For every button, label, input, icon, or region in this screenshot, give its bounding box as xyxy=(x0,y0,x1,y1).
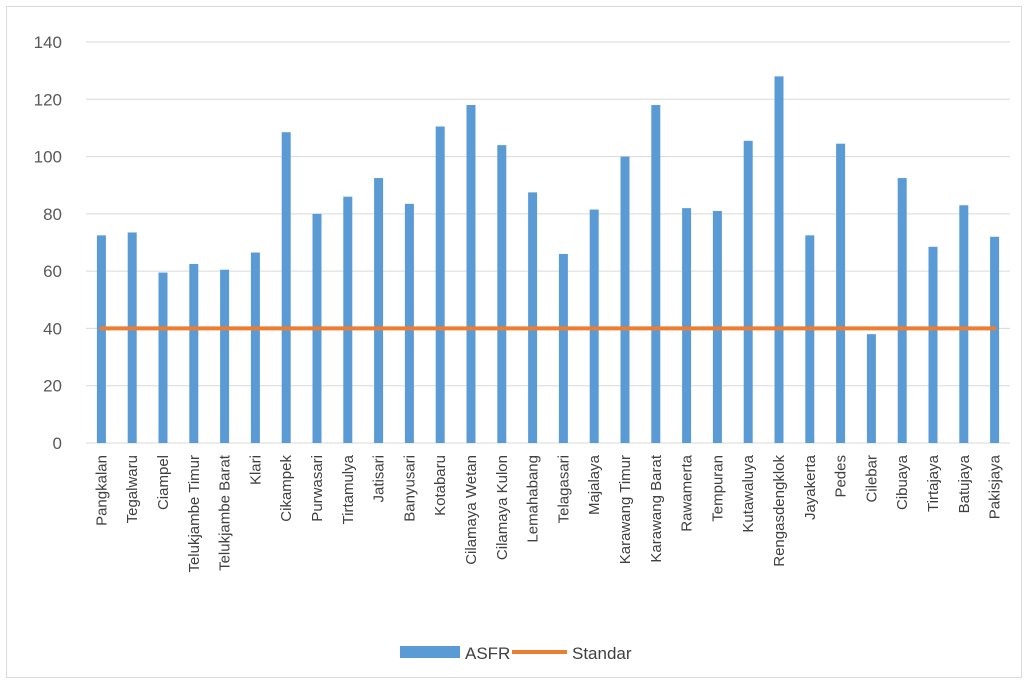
y-tick-label: 0 xyxy=(53,434,62,453)
y-tick-label: 100 xyxy=(34,148,62,167)
legend-asfr-swatch xyxy=(400,646,460,658)
y-tick-label: 140 xyxy=(34,33,62,52)
x-category-label: Rawamerta xyxy=(679,454,696,531)
bar-tirtajaya xyxy=(928,246,938,443)
x-category-label: Karawang Barat xyxy=(648,454,665,562)
bar-majalaya xyxy=(589,209,599,443)
x-category-label: Tegalwaru xyxy=(124,455,141,523)
x-category-label: Tirtajaya xyxy=(925,454,942,512)
bar-rengasdengklok xyxy=(774,76,784,443)
y-tick-label: 80 xyxy=(43,205,62,224)
x-category-label: Cibuaya xyxy=(894,454,911,510)
gridlines xyxy=(86,41,1010,444)
x-category-label: Rengasdengklok xyxy=(771,455,788,567)
x-category-label: Ciampel xyxy=(155,455,172,510)
bar-batujaya xyxy=(959,205,969,443)
x-category-label: Kotabaru xyxy=(432,455,449,516)
bar-lemahabang xyxy=(528,192,538,443)
x-category-label: Telagasari xyxy=(555,455,572,523)
bar-ciampel xyxy=(158,272,168,443)
x-category-label: Tirtamulya xyxy=(340,454,357,524)
bar-cilamaya-wetan xyxy=(466,105,476,443)
bar-pakisjaya xyxy=(990,236,1000,443)
x-category-label: Klari xyxy=(247,455,264,485)
bar-pedes xyxy=(836,143,846,444)
x-axis-categories: Pangkalan Tegalwaru Ciampel Telukjambe Timu… xyxy=(93,454,1003,572)
x-category-label: Kutawaluya xyxy=(740,454,757,532)
bar-pangkalan xyxy=(96,235,106,443)
bar-telagasari xyxy=(558,253,568,443)
x-category-label: Cilamaya Wetan xyxy=(463,455,480,565)
bar-cilebar xyxy=(866,334,876,443)
x-category-label: Cikampek xyxy=(278,455,295,522)
y-tick-label: 20 xyxy=(43,377,62,396)
x-category-label: Telukjambe Timur xyxy=(186,455,203,573)
bar-rawamerta xyxy=(682,208,692,443)
x-category-label: Majalaya xyxy=(586,454,603,515)
y-axis-ticks: 0 20 40 60 80 100 120 140 xyxy=(34,33,62,453)
x-category-label: Pangkalan xyxy=(93,455,110,526)
x-category-label: Pedes xyxy=(833,455,850,498)
x-category-label: Banyusari xyxy=(401,455,418,522)
bar-tirtamulya xyxy=(343,196,353,443)
x-category-label: Pakisjaya xyxy=(987,454,1004,519)
y-tick-label: 120 xyxy=(34,90,62,109)
asfr-bars xyxy=(96,76,1000,444)
bar-telukjambe-timur xyxy=(189,263,199,443)
x-category-label: Purwasari xyxy=(309,455,326,522)
chart-frame xyxy=(6,6,1022,678)
bar-cilamaya-kulon xyxy=(497,145,507,443)
bar-jatisari xyxy=(374,178,384,443)
y-tick-label: 40 xyxy=(43,319,62,338)
bar-kotabaru xyxy=(435,126,445,443)
x-category-label: Tempuran xyxy=(709,455,726,522)
bar-cibuaya xyxy=(897,178,907,443)
bar-banyusari xyxy=(404,203,414,443)
x-category-label: Cilamaya Kulon xyxy=(494,455,511,560)
x-category-label: Karawang Timur xyxy=(617,455,634,564)
x-category-label: Jayakerta xyxy=(802,454,819,520)
bar-jayakerta xyxy=(805,235,815,443)
legend: ASFR Standar xyxy=(400,644,632,663)
x-category-label: Telukjambe Barat xyxy=(217,454,234,571)
x-category-label: Cilebar xyxy=(863,455,880,503)
bar-telukjambe-barat xyxy=(220,269,230,443)
x-category-label: Batujaya xyxy=(956,454,973,513)
y-tick-label: 60 xyxy=(43,262,62,281)
bar-tegalwaru xyxy=(127,232,137,443)
bar-cikampek xyxy=(281,132,291,443)
legend-asfr-label: ASFR xyxy=(465,644,510,663)
x-category-label: Lemahabang xyxy=(525,455,542,543)
bar-kutawaluya xyxy=(743,140,753,443)
bar-karawang-timur xyxy=(620,156,630,444)
bar-karawang-barat xyxy=(651,105,661,443)
bar-klari xyxy=(250,252,260,443)
x-category-label: Jatisari xyxy=(371,455,388,503)
legend-standar-label: Standar xyxy=(572,644,632,663)
